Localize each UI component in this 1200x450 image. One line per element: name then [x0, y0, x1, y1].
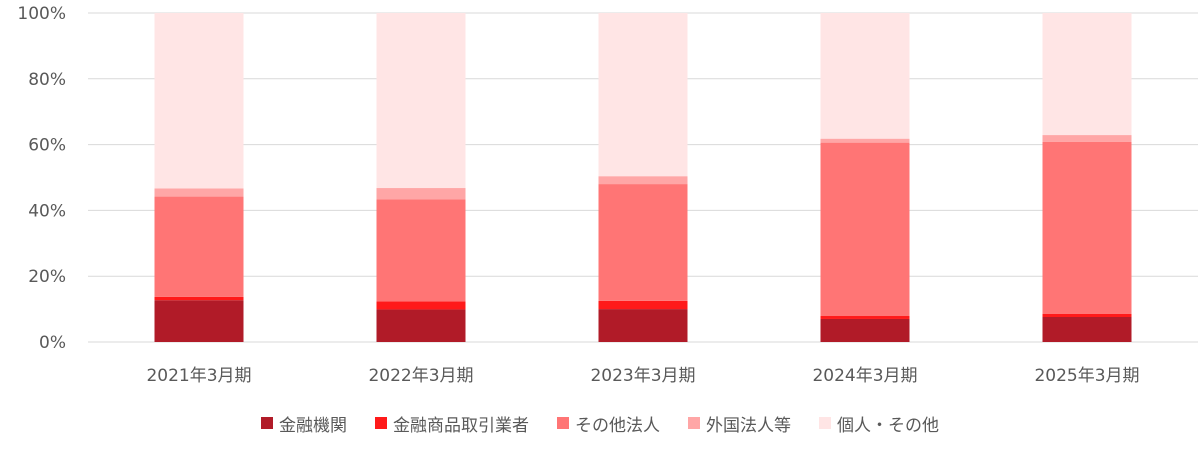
bar-segment: [598, 184, 688, 301]
bar-segment: [820, 142, 910, 317]
legend-item: 個人・その他: [819, 411, 939, 436]
bar-segment: [154, 188, 244, 197]
bar-segment: [598, 309, 688, 342]
bar-segment: [376, 13, 466, 189]
y-tick-label: 40%: [28, 201, 66, 221]
y-tick-label: 80%: [28, 70, 66, 90]
legend-label: その他法人: [575, 415, 660, 436]
bar-segment: [820, 13, 910, 139]
bar-segment: [1042, 13, 1132, 136]
bar-segment: [820, 138, 910, 143]
x-tick-label: 2025年3月期: [1034, 366, 1139, 386]
legend-swatch: [557, 417, 569, 429]
y-tick-label: 20%: [28, 267, 66, 287]
legend-item: 金融商品取引業者: [375, 411, 529, 436]
bar-segment: [376, 301, 466, 310]
legend-label: 外国法人等: [706, 415, 791, 436]
legend: 金融機関 金融商品取引業者 その他法人 外国法人等 個人・その他: [0, 408, 1200, 438]
y-tick-label: 100%: [17, 4, 66, 24]
legend-label: 個人・その他: [837, 415, 939, 436]
bar-segment: [598, 300, 688, 310]
legend-swatch: [688, 417, 700, 429]
bar-segment: [1042, 135, 1132, 142]
y-tick-label: 0%: [39, 333, 66, 353]
bar-segment: [154, 296, 244, 301]
legend-label: 金融商品取引業者: [393, 415, 529, 436]
bar-segment: [154, 196, 244, 297]
bar-segment: [598, 13, 688, 177]
legend-swatch: [375, 417, 387, 429]
x-tick-label: 2023年3月期: [590, 366, 695, 386]
bar-segment: [154, 300, 244, 342]
bar-segment: [1042, 316, 1132, 342]
legend-swatch: [261, 417, 273, 429]
legend-item: 金融機関: [261, 411, 347, 436]
bar-segment: [820, 318, 910, 342]
legend-swatch: [819, 417, 831, 429]
bar-segment: [376, 199, 466, 302]
x-tick-label: 2022年3月期: [368, 366, 473, 386]
bar-segment: [1042, 141, 1132, 314]
bar-segment: [154, 13, 244, 189]
legend-label: 金融機関: [279, 415, 347, 436]
bar-segment: [1042, 313, 1132, 317]
bar-segment: [376, 309, 466, 342]
legend-item: その他法人: [557, 411, 660, 436]
bar-segment: [376, 188, 466, 200]
bar-segment: [820, 316, 910, 319]
legend-item: 外国法人等: [688, 411, 791, 436]
chart-plot: 0% 20% 40% 60% 80% 100% 2021年3月期 2022年3月期 2023年3…: [17, 4, 1198, 386]
bar-segment: [598, 176, 688, 185]
x-tick-label: 2021年3月期: [146, 366, 251, 386]
x-tick-label: 2024年3月期: [812, 366, 917, 386]
y-tick-label: 60%: [28, 136, 66, 156]
